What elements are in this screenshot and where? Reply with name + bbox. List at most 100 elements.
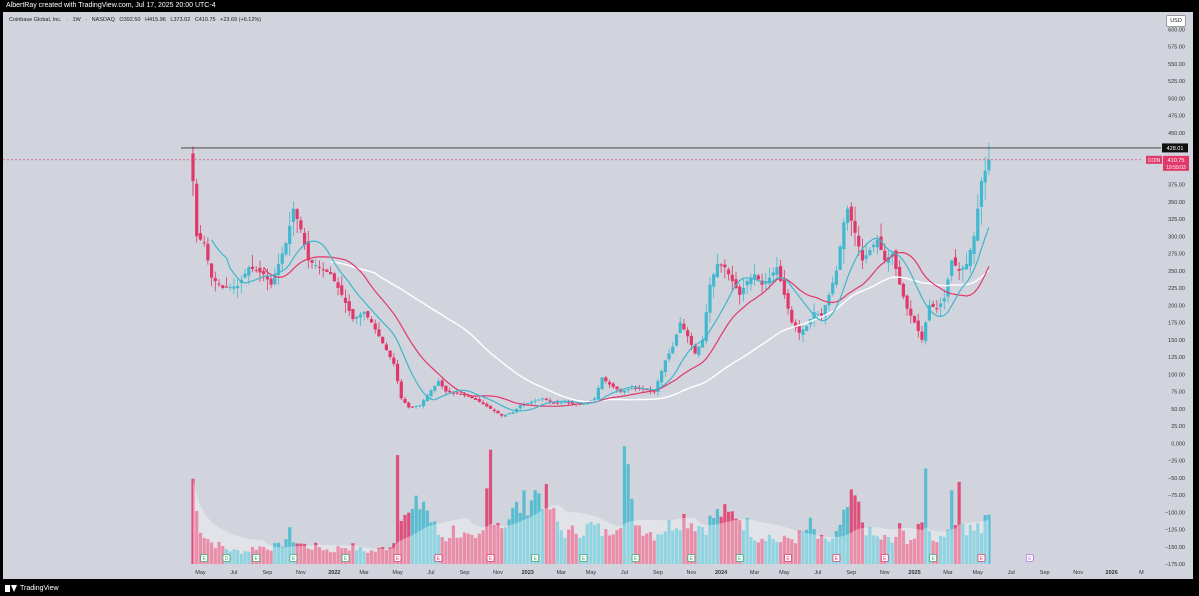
- event-marker: [784, 554, 792, 562]
- event-marker: [631, 554, 640, 562]
- volume-bar: [403, 514, 407, 564]
- volume-bar: [500, 528, 504, 564]
- volume-bar: [302, 543, 307, 564]
- tradingview-logo-icon: [5, 584, 17, 592]
- candle-body: [247, 267, 251, 276]
- volume-bar: [872, 535, 876, 564]
- candle-body: [451, 392, 455, 394]
- volume-bar: [314, 542, 318, 564]
- candle-body: [849, 206, 853, 221]
- volume-bar: [518, 512, 522, 564]
- volume-bar: [734, 518, 738, 564]
- volume-bar: [496, 523, 500, 564]
- volume-bar: [198, 532, 203, 564]
- candle-body: [369, 319, 374, 323]
- y-tick-label: 475.00: [1168, 114, 1185, 120]
- volume-bar: [239, 553, 243, 564]
- volume-bar: [786, 537, 790, 564]
- tradingview-logo[interactable]: TradingView: [5, 583, 59, 593]
- volume-bar: [607, 535, 612, 564]
- last-price-box: [1163, 155, 1189, 171]
- volume-bar: [321, 550, 325, 564]
- y-tick-label: −75.00: [1168, 493, 1185, 499]
- chart-background: [3, 12, 1193, 579]
- volume-bar: [514, 501, 519, 564]
- legend-high: H415.96: [145, 17, 166, 23]
- volume-bar: [213, 548, 217, 564]
- volume-bar: [671, 530, 675, 564]
- candle-body: [779, 265, 783, 282]
- candle-body: [793, 322, 798, 328]
- volume-bar: [875, 536, 879, 564]
- candle-body: [600, 377, 604, 390]
- candle-body: [924, 322, 928, 342]
- currency-selector[interactable]: USD: [1166, 15, 1186, 27]
- volume-bar: [633, 525, 638, 564]
- candle-body: [500, 414, 504, 416]
- event-marker: [880, 554, 889, 562]
- y-tick-label: 325.00: [1168, 217, 1185, 223]
- candle-body: [838, 246, 842, 270]
- volume-bar: [600, 536, 604, 564]
- candle-body: [682, 323, 686, 330]
- volume-bar: [589, 521, 593, 564]
- candle-body: [325, 269, 329, 272]
- candle-body: [581, 403, 586, 405]
- candle-body: [630, 388, 634, 390]
- volume-bar: [332, 552, 336, 564]
- y-tick-label: 450.00: [1168, 131, 1185, 137]
- chart-area[interactable]: 600.00 575.00 550.00 525.00 500.00 475.00 450.…: [3, 12, 1193, 579]
- candle-body: [455, 392, 459, 394]
- candle-body: [418, 405, 422, 407]
- attribution-text: AlbertRay created with TradingView.com, …: [6, 2, 216, 9]
- candle-body: [567, 402, 571, 404]
- volume-bar: [581, 535, 586, 564]
- volume-bar: [291, 542, 296, 564]
- volume-bar: [440, 537, 444, 564]
- volume-bar: [466, 533, 470, 564]
- candle-body: [343, 297, 348, 303]
- event-marker-label: E: [634, 556, 638, 562]
- volume-bar: [827, 541, 831, 564]
- candle-body: [890, 253, 894, 257]
- candle-body: [942, 298, 946, 302]
- volume-bar: [488, 449, 493, 564]
- volume-bar: [262, 546, 266, 564]
- candle-body: [927, 305, 932, 321]
- y-tick-label: 525.00: [1168, 79, 1185, 85]
- volume-bar: [448, 537, 452, 564]
- candle-body: [462, 393, 467, 396]
- event-marker-label: E: [202, 556, 206, 562]
- volume-bar: [916, 524, 920, 564]
- volume-bar: [823, 538, 827, 564]
- y-tick-label: 375.00: [1168, 183, 1185, 189]
- candle-body: [689, 336, 693, 345]
- candle-body: [674, 334, 679, 346]
- volume-bar: [537, 493, 541, 564]
- x-tick-label: Sep: [653, 570, 663, 576]
- candle-body: [853, 220, 857, 233]
- candle-body: [965, 263, 969, 270]
- x-tick-label: Jul: [230, 570, 237, 576]
- event-marker: [393, 554, 402, 562]
- candle-body: [299, 220, 303, 230]
- volume-bar: [953, 525, 958, 564]
- x-tick-label: 2026: [1106, 570, 1118, 576]
- volume-bar: [377, 547, 381, 564]
- candle-body: [652, 391, 656, 393]
- ma-mid-line: [263, 252, 990, 407]
- candle-body: [351, 308, 355, 320]
- candle-body: [329, 271, 333, 275]
- candle-body: [388, 350, 392, 357]
- volume-bar: [622, 446, 627, 564]
- candle-body: [340, 285, 344, 295]
- event-marker-label: E: [1028, 556, 1032, 562]
- candle-body: [920, 331, 924, 340]
- volume-bar: [384, 549, 388, 564]
- volume-bar: [987, 514, 991, 564]
- volume-bar: [831, 538, 835, 564]
- candle-body: [976, 208, 980, 241]
- volume-bar: [686, 528, 690, 564]
- candle-body: [529, 401, 534, 404]
- price-chart[interactable]: 600.00 575.00 550.00 525.00 500.00 475.00 450.…: [3, 12, 1193, 579]
